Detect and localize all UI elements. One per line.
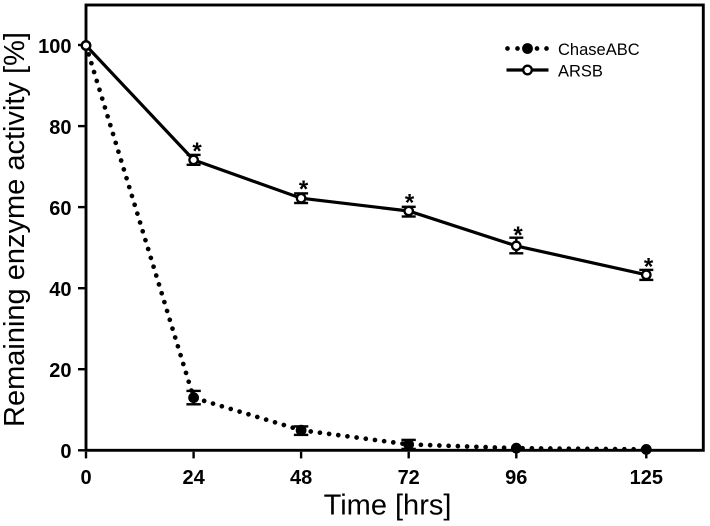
svg-text:*: * (299, 176, 309, 203)
svg-text:*: * (192, 138, 202, 165)
svg-text:Time [hrs]: Time [hrs] (324, 489, 452, 521)
svg-text:ChaseABC: ChaseABC (558, 41, 640, 59)
svg-text:24: 24 (182, 467, 205, 489)
svg-text:Remaining enzyme activity [%]: Remaining enzyme activity [%] (0, 32, 31, 427)
svg-text:ARSB: ARSB (558, 62, 603, 80)
svg-text:96: 96 (505, 467, 527, 489)
svg-text:*: * (405, 189, 415, 216)
svg-text:72: 72 (398, 467, 420, 489)
svg-text:60: 60 (49, 198, 71, 220)
svg-text:48: 48 (290, 467, 312, 489)
svg-text:0: 0 (60, 441, 71, 463)
svg-text:100: 100 (38, 36, 71, 58)
svg-text:*: * (513, 222, 523, 249)
svg-text:40: 40 (49, 279, 71, 301)
svg-text:20: 20 (49, 360, 71, 382)
svg-text:80: 80 (49, 117, 71, 139)
svg-text:*: * (644, 253, 654, 280)
svg-text:0: 0 (80, 467, 91, 489)
svg-text:125: 125 (630, 467, 663, 489)
